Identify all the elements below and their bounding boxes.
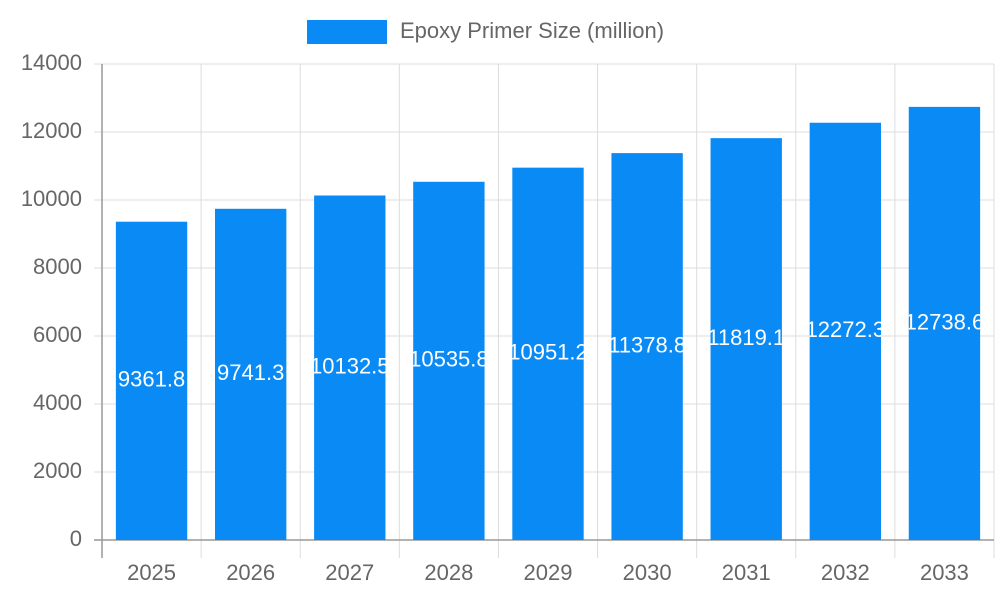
x-tick-label: 2025 [127, 560, 176, 585]
legend-label: Epoxy Primer Size (million) [400, 18, 664, 43]
value-label: 12272.3 [806, 317, 886, 342]
y-tick-label: 14000 [21, 50, 82, 75]
y-tick-label: 6000 [33, 322, 82, 347]
x-tick-label: 2033 [920, 560, 969, 585]
bar [115, 221, 188, 541]
value-label: 10951.2 [508, 340, 588, 365]
bar [710, 138, 782, 540]
legend-swatch [307, 20, 387, 44]
bar [809, 122, 882, 541]
x-tick-label: 2028 [424, 560, 473, 585]
x-tick-label: 2027 [325, 560, 374, 585]
bar [314, 195, 386, 540]
y-tick-label: 4000 [33, 390, 82, 415]
value-label: 11378.8 [608, 332, 686, 357]
y-tick-label: 0 [70, 526, 82, 551]
x-tick-label: 2032 [821, 560, 870, 585]
bar [214, 208, 287, 540]
x-tick-label: 2026 [226, 560, 275, 585]
y-tick-label: 10000 [21, 186, 82, 211]
y-tick-label: 12000 [21, 118, 82, 143]
x-tick-label: 2029 [524, 560, 573, 585]
value-label: 10132.5 [310, 354, 390, 379]
value-label: 9741.3 [217, 360, 284, 385]
bar [611, 153, 683, 541]
y-tick-label: 2000 [33, 458, 82, 483]
value-label: 11819.1 [707, 325, 785, 350]
x-tick-label: 2030 [623, 560, 672, 585]
value-label: 12738.6 [905, 309, 985, 334]
y-tick-label: 8000 [33, 254, 82, 279]
bar [908, 106, 981, 540]
value-label: 10535.8 [409, 347, 489, 372]
x-tick-label: 2031 [722, 560, 771, 585]
bar [413, 181, 485, 540]
bar [512, 167, 584, 541]
value-label: 9361.8 [118, 367, 185, 392]
